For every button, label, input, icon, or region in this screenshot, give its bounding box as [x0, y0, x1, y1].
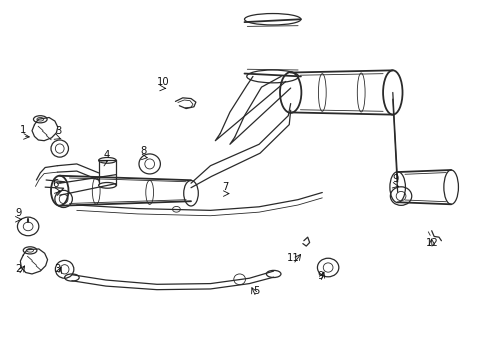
Text: 9: 9 — [391, 174, 398, 184]
Text: 1: 1 — [20, 125, 26, 135]
Text: 6: 6 — [53, 179, 59, 189]
Ellipse shape — [99, 183, 116, 188]
Text: 9: 9 — [15, 208, 21, 218]
Text: 5: 5 — [252, 286, 259, 296]
Text: 10: 10 — [156, 77, 169, 87]
Text: 2: 2 — [15, 264, 21, 274]
Text: 11: 11 — [286, 253, 299, 263]
Text: 7: 7 — [222, 182, 228, 192]
Text: 8: 8 — [140, 146, 146, 156]
Text: 4: 4 — [103, 150, 109, 160]
Text: 3: 3 — [55, 126, 61, 136]
Text: 9: 9 — [317, 271, 323, 281]
Text: 12: 12 — [425, 238, 438, 248]
Text: 3: 3 — [55, 264, 61, 274]
